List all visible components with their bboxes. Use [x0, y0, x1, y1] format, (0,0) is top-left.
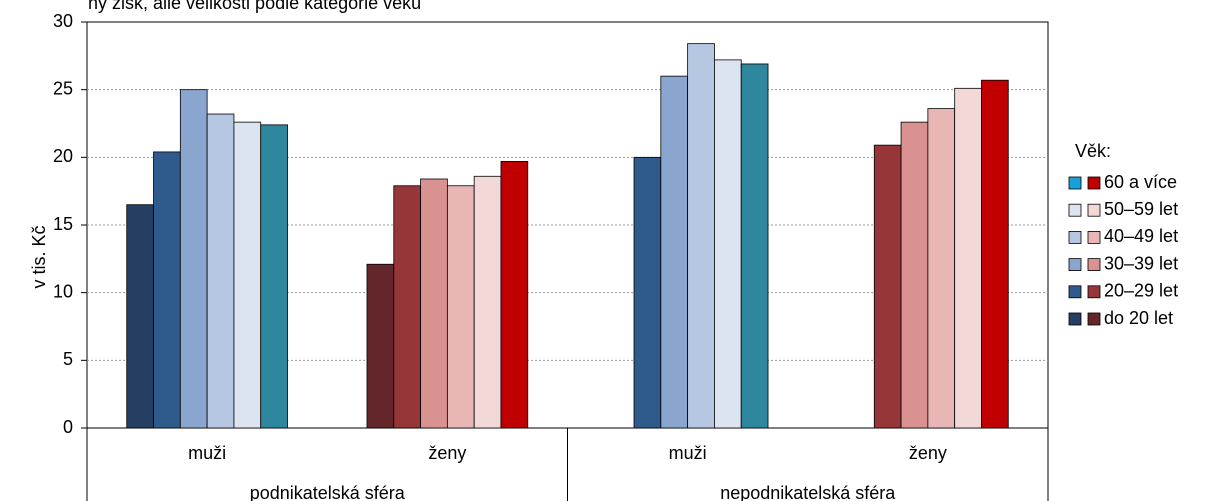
legend-swatch-men-0: [1068, 176, 1082, 190]
legend-label: 40–49 let: [1104, 226, 1178, 246]
y-tick-label: 20: [53, 146, 73, 166]
group-label: muži: [669, 443, 707, 463]
legend-label: 50–59 let: [1104, 199, 1178, 219]
bar-podnikatelska-zeny-0: [366, 263, 395, 429]
legend-label: 60 a více: [1104, 172, 1177, 192]
y-tick-label: 10: [53, 281, 73, 301]
legend-title: Věk:: [1075, 141, 1111, 161]
y-axis-title: v tis. Kč: [29, 225, 49, 288]
group-label: muži: [188, 443, 226, 463]
bar-podnikatelska-zeny-2: [420, 178, 448, 429]
y-tick-label: 25: [53, 78, 73, 98]
bar-podnikatelska-muzi-5: [260, 124, 288, 429]
y-tick-label: 15: [53, 214, 73, 234]
bar-podnikatelska-zeny-1: [393, 185, 421, 429]
bar-nepodnikatelska-muzi-5: [740, 63, 769, 429]
legend: Věk: 60 a více 50–59 let 40–49 let 30–39 le…: [1068, 141, 1178, 328]
bar-nepodnikatelska-muzi-2: [660, 75, 689, 429]
legend-swatch-women-1: [1087, 203, 1101, 217]
bar-nepodnikatelska-muzi-1: [633, 156, 662, 429]
sector-label: podnikatelská sféra: [250, 483, 406, 501]
y-tick-label: 0: [63, 417, 73, 437]
y-tick-label: 5: [63, 349, 73, 369]
bar-podnikatelska-zeny-4: [473, 175, 502, 429]
chart-top-note: ny zisk, alle velikosti podle kategorie …: [88, 0, 421, 13]
legend-swatch-women-5: [1087, 312, 1101, 326]
bar-nepodnikatelska-zeny-2: [900, 121, 929, 429]
legend-label: 30–39 let: [1104, 253, 1178, 273]
legend-swatch-men-1: [1068, 203, 1082, 217]
sector-label: nepodnikatelská sféra: [720, 483, 896, 501]
bar-podnikatelska-zeny-5: [500, 160, 529, 429]
group-label: ženy: [909, 443, 947, 463]
y-tick-label: 30: [53, 11, 73, 31]
bar-podnikatelska-muzi-4: [233, 121, 262, 429]
bar-podnikatelska-zeny-3: [446, 185, 475, 429]
bar-podnikatelska-muzi-2: [179, 89, 208, 429]
legend-swatch-men-3: [1068, 258, 1082, 272]
legend-swatch-men-4: [1068, 285, 1082, 299]
legend-label: 20–29 let: [1104, 281, 1178, 301]
bars: [126, 43, 1009, 429]
bar-podnikatelska-muzi-1: [153, 151, 181, 429]
legend-swatch-women-0: [1087, 176, 1101, 190]
legend-swatch-men-5: [1068, 312, 1082, 326]
legend-swatch-women-2: [1087, 230, 1101, 244]
bar-nepodnikatelska-zeny-4: [954, 87, 982, 429]
axes: 0 5 10 15 20 25 30 muži ženy podnikatelská sféra m…: [53, 11, 1049, 501]
bar-nepodnikatelska-muzi-4: [714, 59, 742, 429]
bar-nepodnikatelska-zeny-3: [927, 108, 956, 429]
bar-podnikatelska-muzi-0: [126, 204, 154, 429]
bar-nepodnikatelska-zeny-5: [981, 79, 1009, 429]
legend-swatch-men-2: [1068, 230, 1082, 244]
group-label: ženy: [428, 443, 466, 463]
bar-nepodnikatelska-zeny-1: [873, 144, 902, 429]
legend-swatch-women-4: [1087, 285, 1101, 299]
legend-swatch-women-3: [1087, 258, 1101, 272]
bar-podnikatelska-muzi-3: [206, 113, 235, 429]
legend-label: do 20 let: [1104, 308, 1173, 328]
bar-nepodnikatelska-muzi-3: [687, 43, 715, 429]
